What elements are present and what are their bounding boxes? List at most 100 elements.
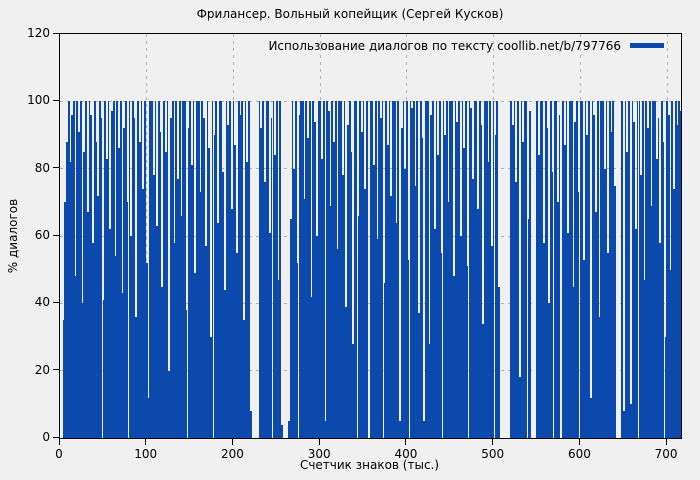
impulse-bar bbox=[154, 101, 157, 438]
impulse-bar bbox=[270, 118, 273, 438]
impulse-bar bbox=[355, 101, 358, 438]
impulse-bar bbox=[589, 397, 592, 438]
impulse-bar bbox=[164, 151, 167, 438]
impulse-bar bbox=[654, 101, 656, 438]
impulse-bar bbox=[605, 101, 608, 438]
x-tick-700 bbox=[665, 439, 667, 445]
impulse-bar bbox=[442, 101, 445, 438]
impulse-bar bbox=[187, 128, 190, 438]
impulse-bar bbox=[466, 266, 469, 438]
impulse-bar bbox=[640, 175, 642, 438]
y-tick-label-100: 100 bbox=[27, 93, 50, 108]
impulse-bar bbox=[88, 101, 91, 438]
impulse-bar bbox=[399, 421, 401, 438]
impulse-bar bbox=[543, 242, 545, 438]
impulse-bar bbox=[621, 101, 623, 438]
impulse-bar bbox=[343, 101, 346, 438]
impulse-bar bbox=[201, 101, 204, 438]
impulse-bar bbox=[374, 101, 377, 438]
impulse-bar bbox=[241, 101, 243, 438]
impulse-bar bbox=[175, 101, 178, 438]
impulse-bar bbox=[641, 101, 644, 438]
impulse-bar bbox=[522, 141, 524, 438]
impulse-bar bbox=[211, 101, 214, 438]
impulse-bar bbox=[130, 236, 132, 438]
impulse-bar bbox=[635, 229, 637, 438]
impulse-bar bbox=[173, 242, 176, 438]
impulse-bar bbox=[307, 138, 309, 438]
impulse-bar bbox=[603, 168, 606, 438]
legend: Использование диалогов по тексту coollib… bbox=[268, 38, 664, 53]
impulse-bar bbox=[478, 101, 481, 438]
impulse-bar bbox=[315, 236, 318, 438]
impulse-bar bbox=[177, 178, 179, 438]
impulse-bar bbox=[539, 101, 542, 438]
impulse-bar bbox=[612, 101, 615, 438]
impulse-bar bbox=[439, 101, 441, 438]
impulse-bar bbox=[132, 101, 134, 438]
impulse-bar bbox=[520, 101, 523, 438]
impulse-bar bbox=[456, 121, 459, 438]
impulse-bar bbox=[430, 114, 433, 438]
impulse-bar bbox=[347, 124, 349, 438]
impulse-bar bbox=[416, 101, 419, 438]
impulse-bar bbox=[281, 424, 283, 438]
impulse-bar bbox=[357, 215, 360, 438]
impulse-bar bbox=[159, 131, 162, 438]
impulse-bar bbox=[334, 101, 337, 438]
impulse-bar bbox=[305, 101, 308, 438]
impulse-bar bbox=[225, 101, 228, 438]
impulse-bar bbox=[189, 101, 191, 438]
impulse-bar bbox=[128, 101, 131, 438]
impulse-bar bbox=[111, 111, 113, 438]
impulse-bar bbox=[565, 101, 568, 438]
impulse-bar bbox=[550, 101, 552, 438]
impulse-bar bbox=[652, 101, 655, 438]
impulse-bar bbox=[432, 101, 434, 438]
impulse-bar bbox=[577, 192, 580, 438]
impulse-bar bbox=[116, 101, 119, 438]
impulse-bar bbox=[156, 225, 158, 438]
impulse-bar bbox=[319, 101, 322, 438]
impulse-bar bbox=[513, 101, 516, 438]
impulse-bar bbox=[610, 131, 613, 438]
impulse-bar bbox=[74, 276, 77, 438]
impulse-bar bbox=[527, 219, 530, 438]
impulse-bar bbox=[482, 323, 485, 438]
impulse-bar bbox=[102, 299, 105, 438]
impulse-bar bbox=[494, 135, 497, 438]
impulse-bar bbox=[484, 101, 486, 438]
impulse-bar bbox=[303, 198, 306, 438]
impulse-bar bbox=[152, 175, 155, 438]
impulse-bar bbox=[496, 101, 498, 438]
y-tick-40 bbox=[53, 301, 59, 303]
impulse-bar bbox=[581, 101, 583, 438]
impulse-bar bbox=[638, 101, 641, 438]
impulse-bar bbox=[279, 101, 282, 438]
impulse-bar bbox=[234, 145, 237, 438]
impulse-bar bbox=[386, 145, 389, 438]
impulse-bar bbox=[324, 421, 327, 438]
impulse-bar bbox=[657, 118, 660, 438]
impulse-bar bbox=[218, 101, 221, 438]
impulse-bar bbox=[385, 101, 387, 438]
impulse-bar bbox=[477, 209, 479, 438]
impulse-bar bbox=[546, 128, 549, 438]
impulse-bar bbox=[123, 128, 126, 438]
impulse-bar bbox=[395, 222, 398, 438]
chart-title: Фрилансер. Вольный копейщик (Сергей Куск… bbox=[196, 7, 504, 21]
x-tick-label-100: 100 bbox=[134, 447, 158, 461]
impulse-bar bbox=[66, 141, 68, 438]
impulse-bar bbox=[628, 101, 630, 438]
impulse-bar bbox=[598, 316, 601, 438]
impulse-bar bbox=[622, 411, 625, 438]
impulse-bar bbox=[308, 101, 311, 438]
impulse-bar bbox=[239, 114, 242, 438]
impulse-bar bbox=[345, 306, 348, 438]
impulse-bar bbox=[220, 101, 223, 438]
impulse-bar bbox=[262, 101, 264, 438]
impulse-bar bbox=[194, 273, 197, 438]
impulse-bar bbox=[333, 141, 335, 438]
impulse-bar bbox=[76, 101, 79, 438]
x-tick-500 bbox=[492, 439, 494, 445]
